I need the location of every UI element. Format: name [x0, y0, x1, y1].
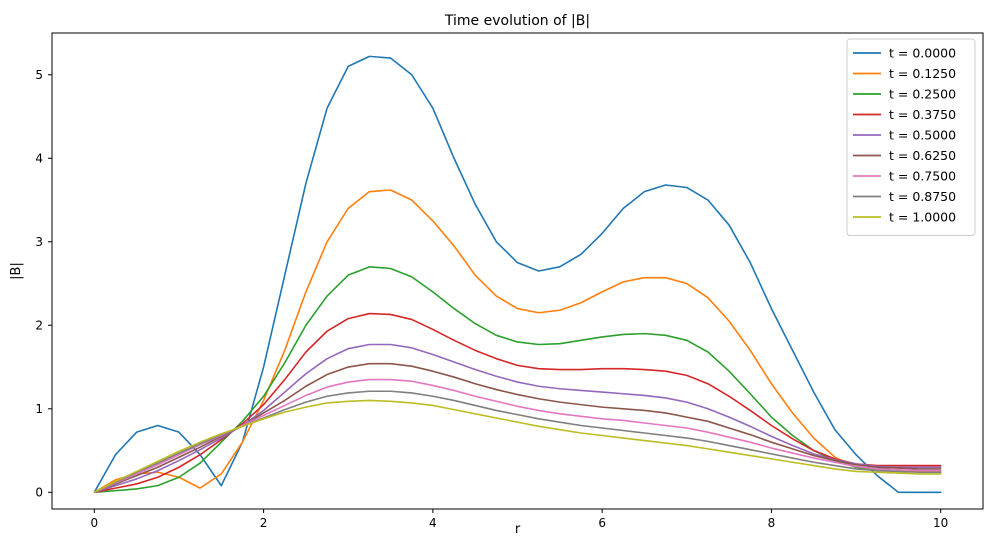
legend-label-6: t = 0.7500 [889, 169, 956, 184]
legend-label-2: t = 0.2500 [889, 87, 956, 102]
y-axis-label: |B| [9, 262, 24, 280]
y-tick-label-5: 5 [35, 68, 43, 82]
legend-box [846, 38, 976, 236]
x-tick-label-0: 0 [90, 516, 98, 530]
plot-frame [51, 32, 984, 510]
legend-label-3: t = 0.3750 [889, 107, 956, 122]
series-line-0 [93, 55, 942, 494]
chart-title: Time evolution of |B| [444, 13, 590, 29]
y-tick-label-1: 1 [35, 402, 43, 416]
legend-label-8: t = 1.0000 [889, 210, 956, 225]
ticks-layer: 0 2 4 6 8 10 0 1 2 3 4 5 [35, 68, 948, 530]
y-tick-label-4: 4 [35, 151, 43, 165]
y-tick-label-2: 2 [35, 318, 43, 332]
legend-label-5: t = 0.6250 [889, 148, 956, 163]
series-line-6 [93, 378, 942, 494]
legend-label-7: t = 0.8750 [889, 189, 956, 204]
series-line-4 [93, 343, 942, 494]
series-line-8 [93, 399, 942, 494]
series-layer [93, 55, 942, 494]
x-tick-label-2: 4 [429, 516, 437, 530]
y-tick-label-0: 0 [35, 485, 43, 499]
legend-label-4: t = 0.5000 [889, 128, 956, 143]
legend-label-1: t = 0.1250 [889, 66, 956, 81]
legend: t = 0.0000 t = 0.1250 t = 0.2500 t = 0.3750… [846, 38, 976, 236]
legend-label-0: t = 0.0000 [889, 46, 956, 61]
x-tick-label-1: 2 [260, 516, 268, 530]
x-axis-label: r [515, 522, 521, 537]
series-line-1 [93, 189, 942, 494]
x-tick-label-4: 8 [768, 516, 776, 530]
x-tick-label-3: 6 [598, 516, 606, 530]
y-tick-label-3: 3 [35, 235, 43, 249]
x-tick-label-5: 10 [933, 516, 948, 530]
